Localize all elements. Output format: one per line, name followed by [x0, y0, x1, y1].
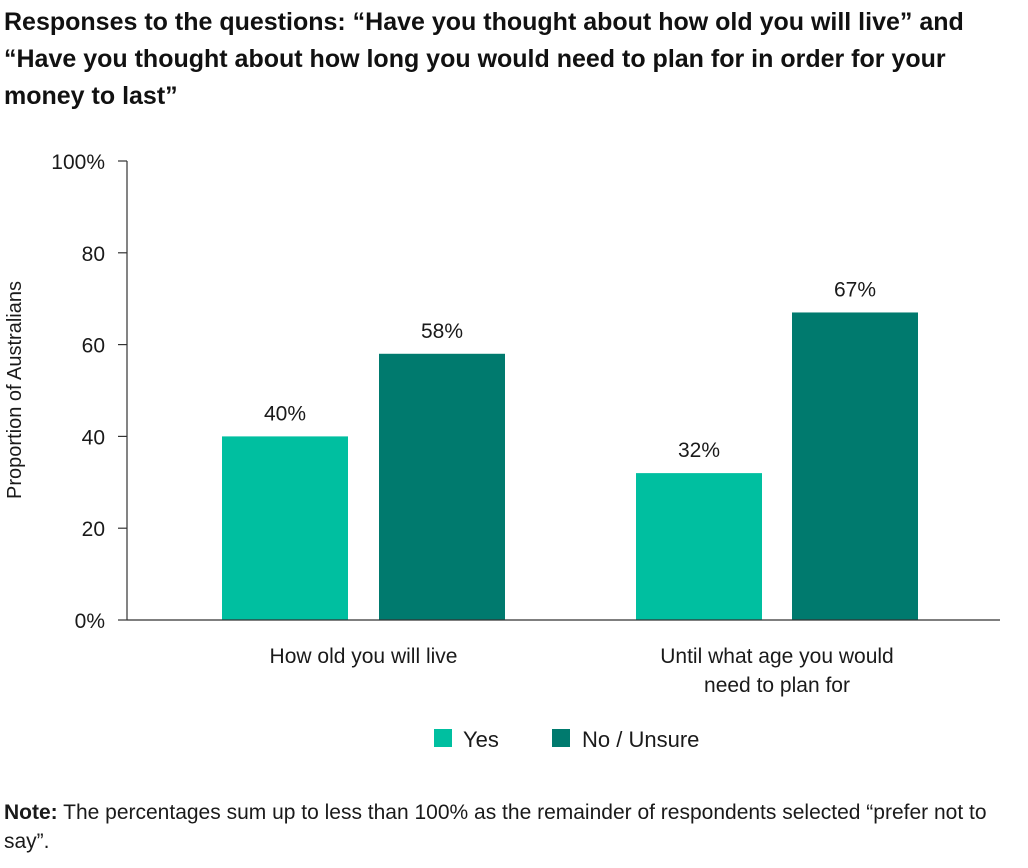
bars: 40% 58% 32% 67%	[222, 278, 918, 620]
legend-label-no-unsure: No / Unsure	[582, 727, 699, 752]
category-label: need to plan for	[704, 674, 850, 697]
legend: Yes No / Unsure	[434, 727, 699, 752]
y-tick-label: 40	[82, 426, 105, 449]
note: Note: The percentages sum up to less tha…	[4, 798, 1019, 856]
chart-title: Responses to the questions: “Have you th…	[4, 8, 964, 110]
y-tick-label: 100%	[51, 151, 105, 174]
legend-swatch-yes	[434, 729, 452, 747]
data-label: 40%	[264, 402, 306, 425]
y-axis-title: Proportion of Australians	[4, 281, 26, 499]
x-axis: How old you will live Until what age you …	[127, 619, 1000, 697]
y-axis: 0% 20 40 60 80 100%	[51, 151, 128, 633]
bar-no-unsure-1	[379, 353, 505, 620]
legend-label-yes: Yes	[463, 727, 499, 752]
category-label: Until what age you would	[660, 645, 893, 668]
bar-yes-1	[222, 436, 348, 620]
data-label: 67%	[834, 278, 876, 301]
bar-chart: 0% 20 40 60 80 100% 40% 58% 32% 67% How old you …	[4, 151, 1000, 752]
y-tick-label: 20	[82, 518, 105, 541]
legend-swatch-no-unsure	[552, 729, 570, 747]
category-label: How old you will live	[270, 645, 458, 668]
bar-no-unsure-2	[792, 312, 918, 620]
note-label: Note:	[4, 801, 58, 824]
y-tick-label: 60	[82, 335, 105, 358]
bar-yes-2	[636, 473, 762, 620]
note-text: The percentages sum up to less than 100%…	[4, 801, 987, 853]
data-label: 58%	[421, 320, 463, 343]
data-label: 32%	[678, 439, 720, 462]
y-tick-label: 0%	[75, 610, 105, 633]
y-tick-label: 80	[82, 243, 105, 266]
